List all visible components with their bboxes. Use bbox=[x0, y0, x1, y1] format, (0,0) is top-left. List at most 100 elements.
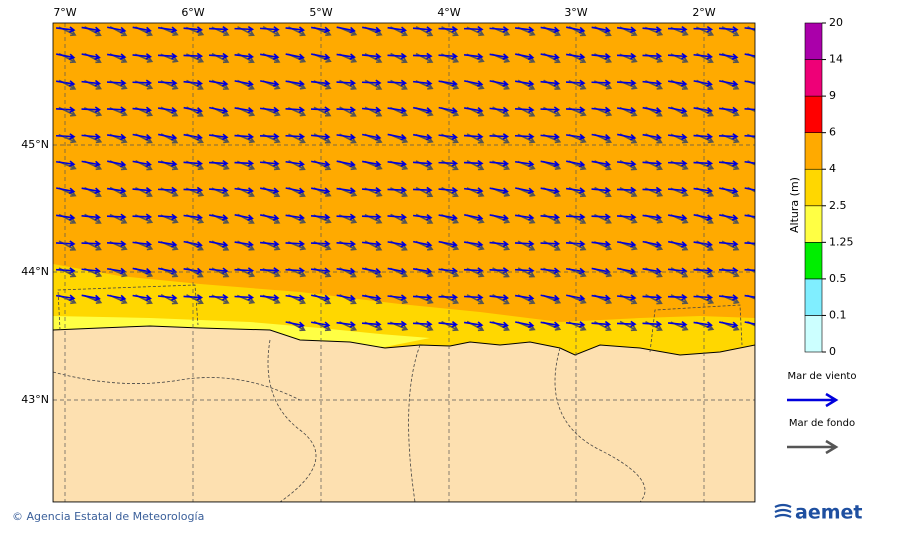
arrow bbox=[387, 106, 407, 114]
arrow bbox=[744, 268, 755, 272]
arrow bbox=[616, 106, 637, 114]
arrow bbox=[285, 53, 305, 61]
arrow bbox=[463, 159, 484, 167]
arrow bbox=[667, 321, 688, 328]
arrow bbox=[668, 240, 688, 248]
lon-label: 2°W bbox=[692, 6, 715, 19]
arrow bbox=[693, 240, 713, 248]
arrow bbox=[362, 26, 382, 34]
arrow bbox=[361, 213, 382, 221]
arrow bbox=[438, 133, 458, 141]
arrow bbox=[744, 321, 755, 325]
arrow bbox=[387, 213, 408, 221]
arrow bbox=[132, 294, 152, 302]
arrow bbox=[540, 240, 561, 247]
arrow bbox=[693, 321, 713, 328]
arrow bbox=[514, 80, 535, 87]
arrow bbox=[361, 240, 382, 248]
arrow bbox=[234, 187, 254, 194]
colorbar-label: 6 bbox=[829, 126, 836, 139]
arrow bbox=[234, 25, 255, 33]
lat-label: 43°N bbox=[21, 393, 49, 406]
arrow bbox=[310, 79, 331, 87]
arrow bbox=[718, 106, 739, 114]
arrow bbox=[642, 79, 662, 87]
arrow bbox=[132, 53, 152, 60]
arrow bbox=[464, 214, 484, 221]
arrow bbox=[565, 213, 586, 221]
arrow bbox=[183, 133, 203, 141]
arrow bbox=[591, 213, 612, 221]
arrow bbox=[157, 160, 178, 167]
arrow bbox=[361, 53, 382, 60]
arrow bbox=[310, 106, 331, 113]
arrow bbox=[489, 53, 509, 60]
legend-arrow bbox=[787, 392, 839, 408]
arrow bbox=[489, 26, 510, 33]
arrow bbox=[81, 187, 101, 194]
arrow bbox=[642, 214, 662, 221]
arrow bbox=[81, 267, 101, 274]
arrow bbox=[667, 214, 688, 221]
map-area bbox=[53, 23, 755, 502]
arrow bbox=[438, 80, 458, 87]
arrow bbox=[157, 294, 178, 301]
arrow bbox=[259, 106, 280, 114]
arrow bbox=[565, 240, 586, 247]
arrow bbox=[642, 294, 663, 301]
arrow bbox=[642, 26, 663, 33]
graticule: 7°W 6°W 5°W 4°W 3°W 2°W 45°N 44°N 43°N bbox=[21, 6, 755, 502]
arrow bbox=[565, 187, 586, 194]
arrow bbox=[667, 25, 688, 33]
colorbar-label: 1.25 bbox=[829, 235, 854, 248]
arrow bbox=[412, 294, 433, 301]
arrow bbox=[183, 26, 204, 33]
arrow bbox=[81, 133, 102, 140]
arrow bbox=[81, 79, 101, 87]
arrow bbox=[310, 240, 331, 247]
arrow bbox=[463, 107, 484, 114]
arrow bbox=[489, 160, 510, 167]
arrow bbox=[336, 213, 357, 221]
arrow bbox=[387, 79, 408, 87]
arrow bbox=[336, 106, 357, 113]
arrow bbox=[489, 187, 509, 194]
arrow bbox=[183, 160, 204, 167]
arrow bbox=[514, 133, 535, 140]
arrow bbox=[412, 160, 433, 167]
logo-text: aemet bbox=[795, 502, 862, 524]
arrow bbox=[616, 79, 637, 87]
arrow bbox=[310, 213, 331, 221]
arrow bbox=[566, 26, 586, 34]
arrow bbox=[234, 294, 255, 301]
arrow bbox=[285, 133, 306, 140]
arrow bbox=[208, 214, 229, 221]
arrow bbox=[412, 26, 433, 33]
arrow bbox=[744, 187, 755, 191]
arrow bbox=[616, 52, 637, 60]
arrow bbox=[438, 321, 459, 328]
arrow bbox=[132, 133, 152, 141]
arrow bbox=[693, 214, 713, 221]
arrow bbox=[489, 133, 510, 140]
arrow bbox=[132, 267, 152, 275]
arrow bbox=[387, 320, 408, 328]
arrow bbox=[362, 267, 382, 275]
arrow bbox=[336, 294, 356, 302]
arrow bbox=[540, 133, 561, 140]
arrow bbox=[157, 79, 178, 87]
arrow bbox=[336, 26, 356, 34]
colorbar-label: 20 bbox=[829, 16, 843, 29]
arrow bbox=[183, 294, 204, 301]
colorbar-label: 0.5 bbox=[829, 272, 847, 285]
arrow bbox=[412, 320, 433, 328]
arrow bbox=[106, 79, 127, 87]
arrow bbox=[234, 214, 254, 221]
colorbar-cell bbox=[804, 22, 823, 60]
colorbar: 0 0.1 0.5 1.25 2.5 4 6 9 14 20 bbox=[804, 16, 854, 358]
arrow bbox=[132, 26, 152, 34]
arrow bbox=[157, 26, 178, 33]
arrow bbox=[132, 106, 153, 114]
colorbar-label: 9 bbox=[829, 89, 836, 102]
arrow bbox=[514, 26, 535, 33]
